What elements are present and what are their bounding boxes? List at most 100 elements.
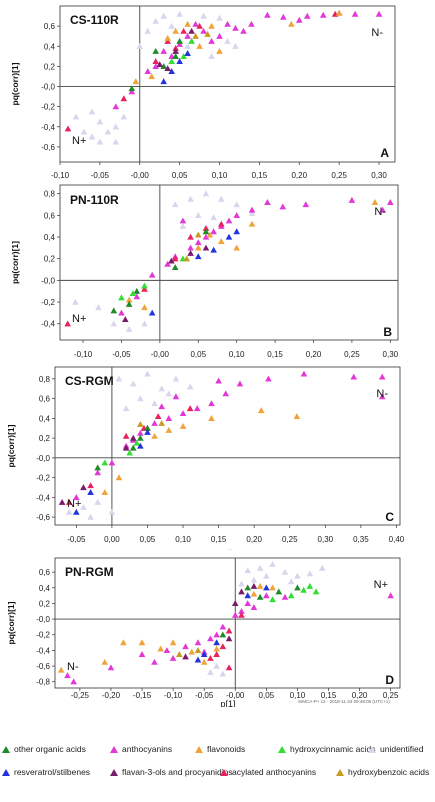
x-axis-label: p[1] [220,699,235,707]
data-point-anthocyanins [133,293,141,300]
x-tick-label: -0,05 [91,171,110,180]
data-point-flavan3ols-procyanidins [121,316,129,323]
data-point-unidentified [194,212,202,218]
data-point-hydroxybenzoic-acids [158,419,166,426]
data-point-unidentified [160,12,167,19]
data-point-unidentified [141,320,148,327]
data-point-flavonoids [248,220,256,227]
legend-label: resveratrol/stilbenes [14,767,91,777]
data-point-unidentified [263,572,270,579]
data-point-acylated-anthocyanins [122,432,130,439]
data-point-acylated-anthocyanins [64,125,72,132]
data-point-anthocyanins [219,623,227,630]
data-point-flavan3ols-procyanidins [58,498,66,505]
data-point-unidentified [287,578,295,585]
data-point-anthocyanins [264,11,271,18]
panel-c: -0,6 -0,4 -0,2 -0,0 0,2 0,4 0,6 0,8 -0,05 0,00 0,0… [6,366,405,544]
data-point-anthocyanins [118,309,125,316]
data-point-anthocyanins [279,203,287,210]
data-point-flavonoids [120,639,127,646]
y-tick-label: 0,6 [39,568,51,577]
data-point-anthocyanins [250,604,258,610]
data-point-anthocyanins [138,651,146,657]
data-point-anthocyanins [112,103,120,110]
data-point-anthocyanins [240,27,247,34]
legend-triangle-icon [2,768,10,776]
legend-label: flavan-3-ols and procyanidins [122,767,233,777]
data-point-other-organic-acids [133,287,141,294]
data-point-anthocyanins [182,643,189,650]
data-point-flavonoids [233,244,240,251]
data-point-anthocyanins [216,32,223,39]
data-point-unidentified [136,42,144,49]
data-point-acylated-anthocyanins [218,220,225,227]
y-tick-label: 0,4 [39,414,51,423]
data-point-unidentified [88,133,96,140]
data-point-anthocyanins [192,20,199,27]
data-point-flavan3ols-procyanidins [182,653,189,660]
x-tick-label: 0,20 [306,350,322,359]
data-point-flavonoids [165,426,173,433]
data-point-flavonoids [151,432,158,439]
x-tick-label: 0,15 [252,171,268,180]
data-point-anthocyanins [319,11,327,18]
data-point-unidentified [87,513,94,520]
x-tick-label: 0,10 [175,535,191,544]
bottom-left-label: N+ [72,135,86,147]
data-point-flavan3ols-procyanidins [187,249,194,256]
data-point-flavonoids [208,415,215,421]
top-right-label: N+ [374,579,388,591]
bottom-left-label: N+ [67,498,81,510]
data-point-resveratrol-stilbenes [144,428,151,435]
legend-item-hydroxybenzoic-acids: hydroxybenzoic acids [336,767,429,777]
data-point-flavonoids [157,645,164,652]
data-point-anthocyanins [303,12,311,19]
data-point-anthocyanins [163,647,171,654]
data-point-acylated-anthocyanins [196,22,203,29]
x-tick-label: 0,00 [104,535,120,544]
top-right-label: N- [376,388,388,400]
data-point-acylated-anthocyanins [225,664,233,671]
y-tick-label: -0,2 [41,103,55,112]
data-point-resveratrol-stilbenes [160,78,167,85]
x-tick-label: 0,35 [353,535,369,544]
legend-item-acylated-anthocyanins: acylated anthocyanins [220,767,316,777]
data-point-hydroxybenzoic-acids [194,231,202,238]
data-point-hydroxycinnamic-acids [269,596,276,603]
y-tick-label: -0,0 [41,83,55,92]
data-point-unidentified [172,375,180,382]
data-point-anthocyanins [187,244,194,251]
data-point-unidentified [65,508,73,515]
data-point-flavonoids [293,413,301,420]
data-point-flavonoids [256,582,264,589]
data-point-unidentified [96,138,104,145]
data-point-anthocyanins [200,27,207,34]
data-point-hydroxycinnamic-acids [168,58,175,64]
y-tick-label: 0,2 [39,434,51,443]
data-point-flavonoids [194,244,202,251]
y-tick-label: -0,6 [36,513,50,522]
data-point-anthocyanins [375,10,383,17]
data-point-unidentified [110,320,118,327]
data-point-flavonoids [115,474,123,481]
x-tick-label: 0,20 [291,171,307,180]
data-point-flavonoids [138,639,146,646]
data-point-anthocyanins [222,390,230,397]
data-point-acylated-anthocyanins [64,320,71,327]
y-tick-label: -0,6 [41,143,55,152]
data-point-flavan3ols-procyanidins [164,65,171,72]
y-tick-label: 0,2 [39,599,51,608]
y-axis-label: pq(corr)[1] [10,241,20,284]
data-point-other-organic-acids [94,464,101,471]
data-point-unidentified [165,390,173,397]
data-point-hydroxybenzoic-acids [137,420,144,427]
data-point-other-organic-acids [219,631,227,638]
data-point-anthocyanins [264,199,271,205]
software-credit: SIMCA-P+ 12 - 2018-11-23 09:48:06 (UTC+1… [298,699,390,704]
data-point-flavonoids [288,20,295,27]
data-point-anthocyanins [194,239,202,246]
data-point-anthocyanins [164,260,171,267]
data-point-unidentified [72,113,80,120]
figure-canvas: -0,6-0,4-0,2-0,00,20,40,6-0,10 -0,05 -0,00… [6,5,405,707]
data-point-unidentified [216,14,223,21]
